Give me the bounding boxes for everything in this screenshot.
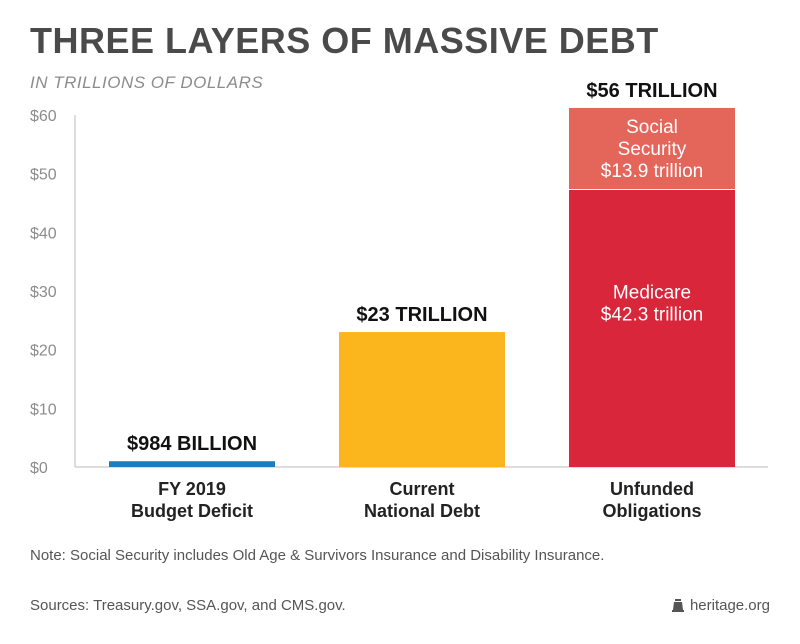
category-label: Budget Deficit bbox=[131, 501, 253, 521]
segment-label: Medicare bbox=[613, 282, 691, 303]
category-label: National Debt bbox=[364, 501, 480, 521]
segment-label: $42.3 trillion bbox=[601, 304, 703, 325]
segment-label: Social bbox=[626, 117, 678, 138]
y-tick-label: $20 bbox=[30, 343, 57, 360]
category-label: FY 2019 bbox=[158, 479, 226, 499]
bar-segment bbox=[339, 332, 505, 467]
bar-total-label: $23 TRILLION bbox=[356, 304, 487, 326]
category-label: Obligations bbox=[603, 501, 702, 521]
footnote: Note: Social Security includes Old Age &… bbox=[30, 547, 605, 564]
bar-total-label: $984 BILLION bbox=[127, 433, 257, 455]
brand-label: heritage.org bbox=[689, 597, 770, 614]
y-tick-label: $30 bbox=[30, 284, 57, 301]
y-tick-label: $40 bbox=[30, 225, 57, 242]
bar-chart: $0 $10 $20 $30 $40 $50 $60 $984 BILLION FY 2019B… bbox=[30, 80, 768, 521]
category-label: Current bbox=[389, 479, 454, 499]
liberty-bell-icon bbox=[671, 598, 684, 612]
bar-segment bbox=[109, 461, 275, 467]
y-tick-label: $50 bbox=[30, 167, 57, 184]
segment-label: $13.9 trillion bbox=[601, 161, 703, 182]
y-tick-label: $0 bbox=[30, 460, 48, 477]
chart-subtitle: IN TRILLIONS OF DOLLARS bbox=[30, 73, 264, 92]
y-tick-label: $10 bbox=[30, 401, 57, 418]
segment-label: Security bbox=[618, 139, 687, 160]
chart-title: THREE LAYERS OF MASSIVE DEBT bbox=[30, 20, 659, 61]
bar-segment bbox=[569, 189, 735, 468]
brand: heritage.org bbox=[671, 597, 770, 614]
bar-total-label: $56 TRILLION bbox=[586, 80, 717, 102]
sources: Sources: Treasury.gov, SSA.gov, and CMS.… bbox=[30, 597, 346, 614]
y-tick-label: $60 bbox=[30, 108, 57, 125]
category-label: Unfunded bbox=[610, 479, 694, 499]
bar-segment bbox=[569, 107, 735, 190]
